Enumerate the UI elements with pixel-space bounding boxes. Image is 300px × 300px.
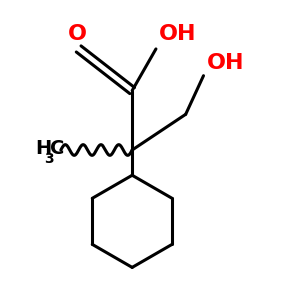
- Text: C: C: [50, 139, 65, 158]
- Text: OH: OH: [159, 25, 196, 44]
- Text: 3: 3: [44, 152, 54, 166]
- Text: OH: OH: [206, 53, 244, 73]
- Text: O: O: [68, 25, 87, 44]
- Text: H: H: [36, 139, 52, 158]
